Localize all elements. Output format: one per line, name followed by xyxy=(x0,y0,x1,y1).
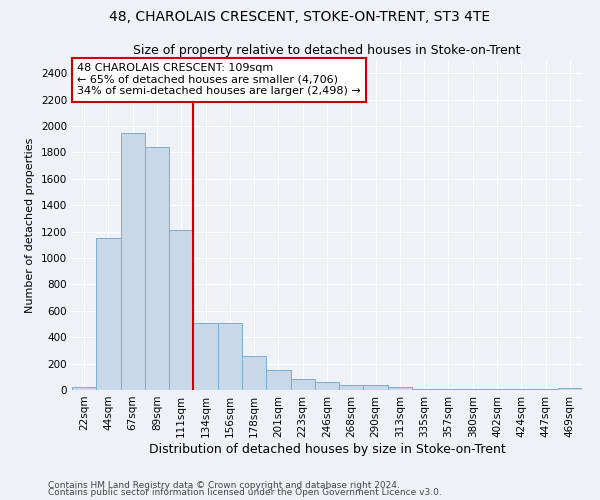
Text: Contains HM Land Registry data © Crown copyright and database right 2024.: Contains HM Land Registry data © Crown c… xyxy=(48,480,400,490)
Bar xyxy=(266,370,290,390)
Bar xyxy=(388,388,412,390)
Title: Size of property relative to detached houses in Stoke-on-Trent: Size of property relative to detached ho… xyxy=(133,44,521,58)
Bar xyxy=(121,132,145,390)
Text: Contains public sector information licensed under the Open Government Licence v3: Contains public sector information licen… xyxy=(48,488,442,497)
Bar xyxy=(169,230,193,390)
Bar xyxy=(218,322,242,390)
Bar xyxy=(509,389,533,390)
Bar xyxy=(193,322,218,390)
Bar xyxy=(436,388,461,390)
Bar xyxy=(290,380,315,390)
Text: 48, CHAROLAIS CRESCENT, STOKE-ON-TRENT, ST3 4TE: 48, CHAROLAIS CRESCENT, STOKE-ON-TRENT, … xyxy=(109,10,491,24)
Bar xyxy=(242,356,266,390)
Text: 48 CHAROLAIS CRESCENT: 109sqm
← 65% of detached houses are smaller (4,706)
34% o: 48 CHAROLAIS CRESCENT: 109sqm ← 65% of d… xyxy=(77,64,361,96)
Bar xyxy=(558,388,582,390)
Bar xyxy=(461,388,485,390)
Y-axis label: Number of detached properties: Number of detached properties xyxy=(25,138,35,312)
Bar xyxy=(96,238,121,390)
Bar xyxy=(364,384,388,390)
Bar xyxy=(339,384,364,390)
X-axis label: Distribution of detached houses by size in Stoke-on-Trent: Distribution of detached houses by size … xyxy=(149,442,505,456)
Bar xyxy=(72,386,96,390)
Bar xyxy=(315,382,339,390)
Bar xyxy=(145,147,169,390)
Bar xyxy=(485,389,509,390)
Bar xyxy=(412,388,436,390)
